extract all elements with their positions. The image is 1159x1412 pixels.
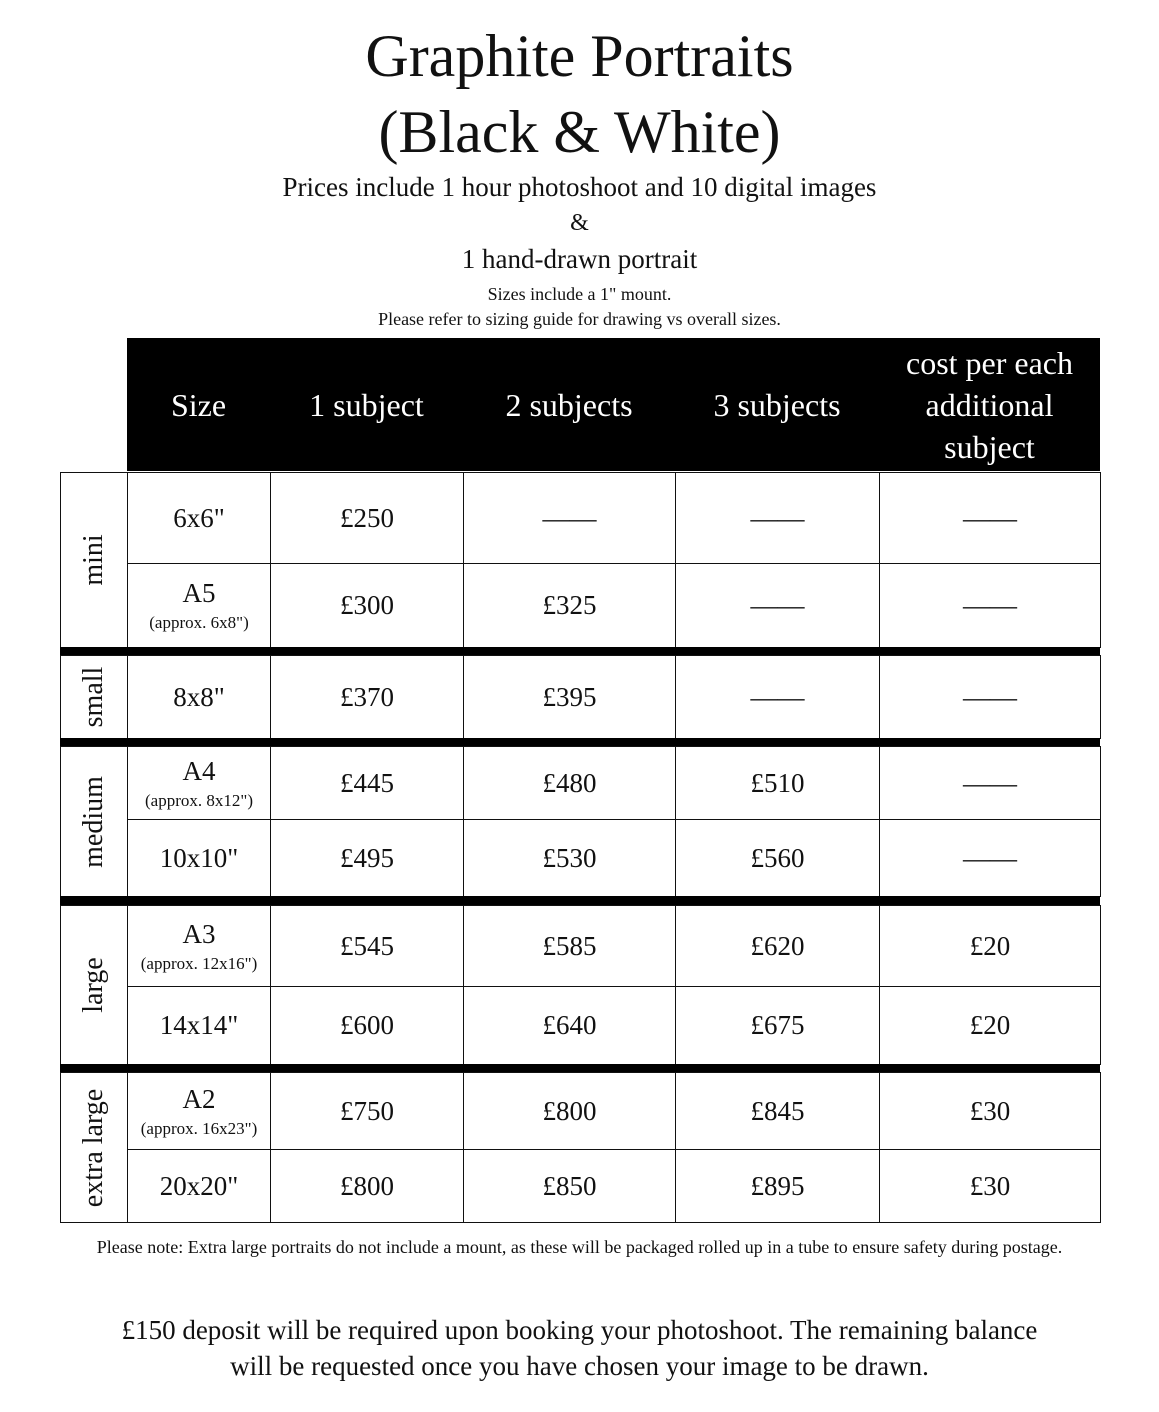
size-approx: (approx. 8x12") [145,790,253,810]
price-cell: —— [879,472,1101,564]
price-cell: £675 [675,986,880,1065]
price-cell: £370 [270,655,464,739]
ampersand: & [570,210,589,236]
sizing-note: Please refer to sizing guide for drawing… [378,309,781,329]
size-cell: 6x6" [127,472,271,564]
price-cell: £850 [463,1149,676,1223]
size-label: A2 [182,1083,216,1114]
group-label: medium [78,775,109,868]
price-cell: £30 [879,1149,1101,1223]
price-cell: £800 [270,1149,464,1223]
size-label: A3 [182,918,216,949]
size-cell: 10x10" [127,819,271,897]
header-1: 1 subject [309,386,424,423]
price-cell: —— [879,563,1101,648]
size-label: A5 [182,578,216,608]
price-cell: £560 [675,819,880,897]
size-cell: A4 (approx. 8x12") [127,746,271,820]
price-cell: £325 [463,563,676,648]
price-cell: £20 [879,986,1101,1065]
price-cell: £800 [463,1072,676,1150]
group-divider [60,647,1100,655]
size-label: 6x6" [173,502,225,533]
price-cell: —— [675,563,880,648]
price-cell: —— [675,472,880,564]
mount-note: Sizes include a 1" mount. [487,284,672,304]
size-cell: A2 (approx. 16x23") [127,1072,271,1150]
group-label-cell: extra large [60,1072,128,1223]
price-cell: £30 [879,1072,1101,1150]
price-cell: £300 [270,563,464,648]
group-label-cell: small [60,655,128,739]
price-cell: —— [463,472,676,564]
price-cell: £395 [463,655,676,739]
group-divider [60,738,1100,746]
includes-text: Prices include 1 hour photoshoot and 10 … [282,172,877,202]
group-label-cell: large [60,905,128,1065]
price-cell: £445 [270,746,464,820]
size-label: 14x14" [159,1010,239,1040]
header-3: 3 subjects [713,386,841,423]
size-cell: A5 (approx. 6x8") [127,563,271,648]
header-0: Size [170,386,227,423]
size-cell: 8x8" [127,655,271,739]
size-approx: (approx. 6x8") [149,613,249,632]
group-label: small [78,666,109,728]
size-label: A4 [182,755,216,786]
price-cell: £640 [463,986,676,1065]
page-title: Graphite Portraits [365,23,794,89]
group-label-cell: mini [60,472,128,648]
price-cell: £495 [270,819,464,897]
group-label: extra large [78,1088,109,1207]
price-cell: —— [879,819,1101,897]
price-cell: £845 [675,1072,880,1150]
table-header [127,338,1100,471]
footnote: Please note: Extra large portraits do no… [96,1237,1063,1257]
price-cell: £510 [675,746,880,820]
size-cell: 20x20" [127,1149,271,1223]
size-cell: 14x14" [127,986,271,1065]
size-approx: (approx. 16x23") [140,1118,258,1138]
deposit-note: £150 deposit will be required upon booki… [121,1315,1038,1381]
price-cell: £895 [675,1149,880,1223]
price-cell: £620 [675,905,880,987]
size-approx: (approx. 12x16") [140,953,258,973]
price-cell: £585 [463,905,676,987]
group-divider [60,1064,1100,1072]
group-label: large [78,957,109,1013]
price-cell: £530 [463,819,676,897]
group-divider [60,896,1100,905]
group-label-cell: medium [60,746,128,897]
size-label: 20x20" [159,1170,239,1201]
price-cell: £545 [270,905,464,987]
header-4: cost per each additional subject [905,344,1073,465]
includes-text-2: 1 hand-drawn portrait [461,244,698,274]
price-cell: —— [675,655,880,739]
price-cell: £600 [270,986,464,1065]
price-cell: £480 [463,746,676,820]
size-label: 10x10" [159,842,239,873]
size-cell: A3 (approx. 12x16") [127,905,271,987]
price-cell: —— [879,655,1101,739]
price-cell: £750 [270,1072,464,1150]
size-label: 8x8" [173,681,225,712]
price-cell: £250 [270,472,464,564]
page-subtitle: (Black & White) [378,99,781,165]
price-cell: —— [879,746,1101,820]
price-cell: £20 [879,905,1101,987]
header-2: 2 subjects [505,386,633,423]
group-label: mini [78,534,109,586]
